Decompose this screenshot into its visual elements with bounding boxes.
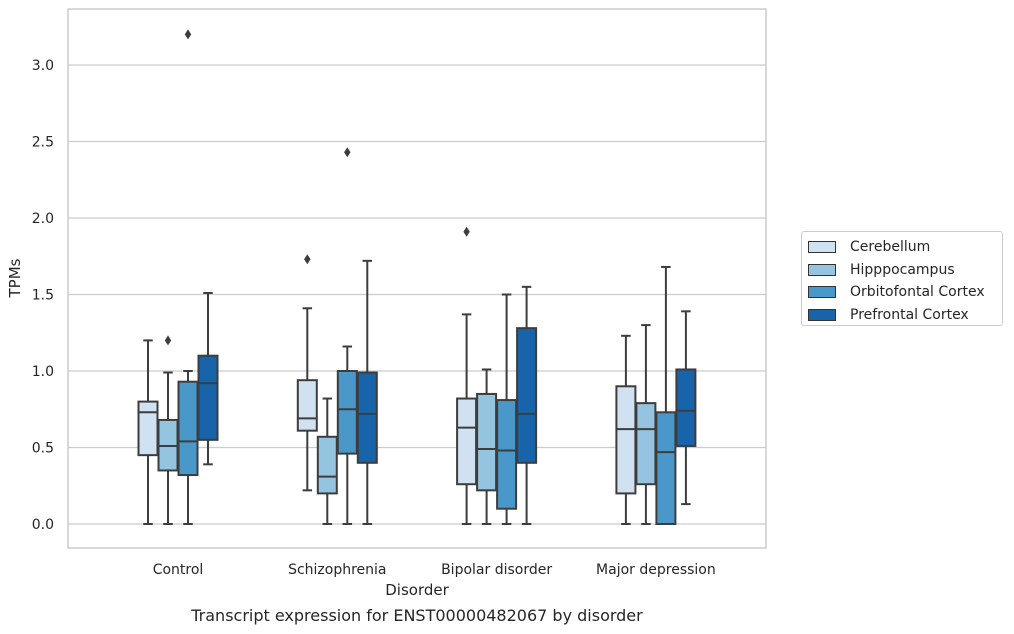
- box-body: [456, 397, 478, 486]
- outlier-point: [184, 29, 192, 40]
- chart-caption: Transcript expression for ENST0000048206…: [191, 606, 643, 625]
- outlier-point: [164, 335, 172, 346]
- box-body: [177, 380, 199, 477]
- box-body: [137, 400, 159, 457]
- legend-label: Orbitofontal Cortex: [850, 284, 985, 301]
- box-body: [197, 354, 219, 441]
- legend-swatch: [808, 263, 836, 276]
- box-cerebellum-bipolar-disorder: [456, 226, 478, 525]
- box-body: [496, 399, 518, 510]
- outlier-point: [463, 226, 470, 237]
- box-body: [296, 379, 318, 432]
- box-cerebellum-schizophrenia: [296, 254, 318, 492]
- x-tick-label: Bipolar disorder: [441, 562, 552, 578]
- legend-item: Cerebellum: [808, 236, 1002, 259]
- box-body: [615, 385, 637, 495]
- y-axis-label: TPMs: [6, 258, 24, 298]
- box-prefrontal-cortex-major-depression: [675, 310, 697, 506]
- y-tick-label: 2.0: [32, 211, 54, 227]
- legend-item: Hipppocampus: [808, 259, 1002, 282]
- legend-swatch: [808, 241, 836, 254]
- box-body: [635, 402, 657, 486]
- box-body: [655, 411, 677, 525]
- x-axis-label: Disorder: [385, 581, 449, 599]
- box-prefrontal-cortex-control: [197, 291, 219, 466]
- y-tick-label: 1.0: [32, 364, 54, 380]
- legend-item: Prefrontal Cortex: [808, 304, 1002, 327]
- box-body: [336, 370, 358, 455]
- y-tick-labels: 0.0 0.5 1.0 1.5 2.0 2.5 3.0: [32, 58, 54, 533]
- y-tick-label: 1.5: [32, 288, 54, 304]
- outlier-point: [344, 147, 351, 158]
- box-prefrontal-cortex-schizophrenia: [356, 259, 378, 525]
- box-orbitofontal-cortex-schizophrenia: [336, 147, 358, 525]
- boxes: [137, 29, 697, 525]
- box-body: [476, 392, 498, 492]
- box-hipppocampus-control: [157, 335, 179, 525]
- x-tick-labels: Control Schizophrenia Bipolar disorder Majo…: [153, 562, 716, 578]
- box-orbitofontal-cortex-bipolar-disorder: [496, 293, 518, 525]
- box-body: [516, 327, 538, 464]
- legend: Cerebellum Hipppocampus Orbitofontal Corte…: [801, 231, 1003, 326]
- box-body: [316, 435, 338, 495]
- y-tick-label: 3.0: [32, 58, 54, 74]
- box-cerebellum-control: [137, 339, 159, 525]
- box-orbitofontal-cortex-control: [177, 29, 199, 525]
- x-tick-label: Control: [153, 562, 204, 578]
- legend-swatch: [808, 286, 836, 299]
- box-orbitofontal-cortex-major-depression: [655, 265, 677, 525]
- y-tick-label: 0.0: [32, 517, 54, 533]
- box-hipppocampus-schizophrenia: [316, 397, 338, 525]
- box-prefrontal-cortex-bipolar-disorder: [516, 285, 538, 525]
- legend-label: Hipppocampus: [850, 261, 955, 278]
- y-tick-label: 2.5: [32, 135, 54, 151]
- box-hipppocampus-bipolar-disorder: [476, 368, 498, 525]
- box-cerebellum-major-depression: [615, 334, 637, 525]
- legend-label: Cerebellum: [850, 239, 931, 256]
- x-tick-label: Schizophrenia: [288, 562, 386, 578]
- legend-item: Orbitofontal Cortex: [808, 281, 1002, 304]
- legend-label: Prefrontal Cortex: [850, 306, 969, 323]
- box-body: [675, 368, 697, 447]
- outlier-point: [304, 254, 311, 265]
- x-tick-label: Major depression: [596, 562, 716, 578]
- box-hipppocampus-major-depression: [635, 324, 657, 525]
- plot-frame: [67, 8, 767, 549]
- box-body: [356, 371, 378, 464]
- legend-swatch: [808, 308, 836, 321]
- y-tick-label: 0.5: [32, 441, 54, 457]
